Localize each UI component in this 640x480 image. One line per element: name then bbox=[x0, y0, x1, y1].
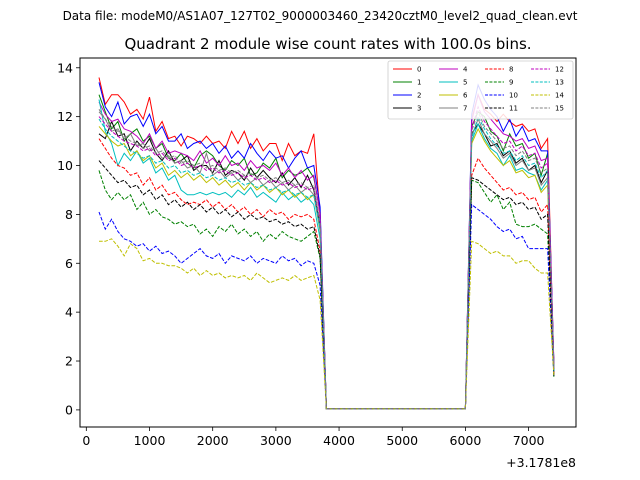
x-tick-label: 0 bbox=[82, 433, 90, 448]
x-tick-label: 1000 bbox=[134, 433, 166, 448]
y-tick-label: 2 bbox=[65, 354, 73, 369]
y-tick-label: 14 bbox=[57, 60, 73, 75]
legend-label-9: 9 bbox=[509, 79, 513, 87]
x-tick-label: 7000 bbox=[513, 433, 545, 448]
x-tick-label: 5000 bbox=[386, 433, 418, 448]
x-tick-label: 4000 bbox=[323, 433, 355, 448]
legend-label-8: 8 bbox=[509, 66, 513, 74]
plot-area bbox=[98, 77, 555, 410]
legend-label-10: 10 bbox=[509, 92, 518, 100]
legend-frame bbox=[387, 60, 574, 120]
legend-label-2: 2 bbox=[417, 92, 421, 100]
legend-label-15: 15 bbox=[555, 105, 564, 113]
legend-label-14: 14 bbox=[555, 92, 564, 100]
legend-label-4: 4 bbox=[463, 66, 468, 74]
legend-label-5: 5 bbox=[463, 79, 467, 87]
legend-label-7: 7 bbox=[463, 105, 467, 113]
x-tick-label: 6000 bbox=[450, 433, 482, 448]
legend-label-11: 11 bbox=[509, 105, 518, 113]
y-tick-label: 8 bbox=[65, 207, 73, 222]
series-line-9 bbox=[98, 170, 555, 410]
y-tick-label: 4 bbox=[65, 305, 73, 320]
legend-label-1: 1 bbox=[417, 79, 421, 87]
chart-suptitle: Data file: modeM0/AS1A07_127T02_90000034… bbox=[63, 9, 578, 23]
y-tick-label: 10 bbox=[57, 158, 73, 173]
legend-label-0: 0 bbox=[417, 66, 421, 74]
chart-title: Quadrant 2 module wise count rates with … bbox=[124, 35, 531, 53]
legend-label-3: 3 bbox=[417, 105, 421, 113]
series-line-10 bbox=[98, 203, 555, 410]
y-tick-label: 0 bbox=[65, 402, 73, 417]
legend-label-13: 13 bbox=[555, 79, 564, 87]
legend-label-6: 6 bbox=[463, 92, 468, 100]
y-tick-label: 12 bbox=[57, 109, 73, 124]
x-tick-label: 3000 bbox=[260, 433, 292, 448]
axes-frame bbox=[79, 57, 577, 428]
y-tick-label: 6 bbox=[65, 256, 73, 271]
x-tick-label: 2000 bbox=[197, 433, 229, 448]
x-offset-label: +3.1781e8 bbox=[506, 455, 576, 470]
legend-label-12: 12 bbox=[555, 66, 564, 74]
